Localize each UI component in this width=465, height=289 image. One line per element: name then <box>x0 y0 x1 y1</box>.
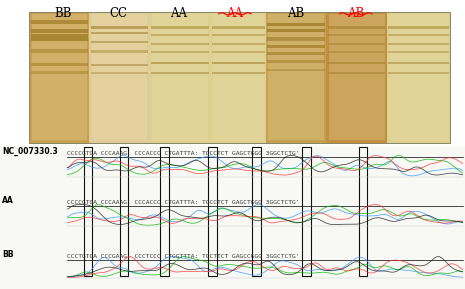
Bar <box>302 147 311 276</box>
Bar <box>212 62 265 64</box>
Bar <box>160 147 169 276</box>
Bar <box>31 49 88 53</box>
Bar <box>267 37 325 41</box>
Bar <box>31 21 88 24</box>
Bar <box>329 14 385 140</box>
Bar <box>212 34 265 36</box>
Bar <box>328 26 385 29</box>
Bar <box>151 42 209 45</box>
Text: BB: BB <box>54 7 72 20</box>
Bar <box>208 147 217 276</box>
Bar <box>84 147 92 276</box>
Bar <box>151 34 209 36</box>
Bar <box>388 71 449 74</box>
Bar <box>388 62 449 64</box>
Bar <box>91 72 148 74</box>
Bar <box>31 34 88 42</box>
Bar <box>389 14 448 140</box>
Text: CCCCGTGA CCCAAAG. CCCACCC CTGATTTA: TGCCTCT GAGCTGGG 3GGCTCTG': CCCCGTGA CCCAAAG. CCCACCC CTGATTTA: TGCC… <box>67 200 300 205</box>
Bar <box>212 42 265 45</box>
Bar <box>328 42 385 45</box>
Bar <box>267 45 325 48</box>
Bar <box>252 147 261 276</box>
Bar <box>388 42 449 45</box>
Bar <box>268 14 324 140</box>
Bar <box>151 62 209 64</box>
Bar <box>29 12 450 143</box>
Bar <box>328 62 385 64</box>
Bar <box>91 26 148 29</box>
Bar <box>32 14 87 140</box>
Bar <box>267 69 325 71</box>
Bar <box>0 146 465 289</box>
Bar <box>31 63 88 66</box>
Bar <box>210 12 266 143</box>
Bar <box>152 14 208 140</box>
Bar <box>29 12 450 143</box>
Text: CC: CC <box>110 7 127 20</box>
Bar <box>150 12 210 143</box>
Bar <box>212 26 265 29</box>
Text: AA: AA <box>171 7 187 20</box>
Text: NC_007330.3: NC_007330.3 <box>2 147 58 156</box>
Bar <box>89 12 150 143</box>
Bar <box>212 71 265 74</box>
Bar <box>31 29 88 33</box>
Bar <box>120 147 128 276</box>
Bar <box>92 14 147 140</box>
Bar <box>29 12 89 143</box>
Text: AA: AA <box>226 7 243 20</box>
Bar <box>267 52 325 55</box>
Bar <box>328 51 385 53</box>
Bar <box>388 26 449 29</box>
Bar <box>151 51 209 53</box>
Bar <box>328 34 385 36</box>
Bar <box>91 64 148 66</box>
Bar <box>91 41 148 43</box>
Bar <box>91 32 148 34</box>
Text: CCCTGTGA CCCGAAG. CCCTCCC CTGGTTTA: TGCTTCT GAGCCGGG 3GGCTCTG': CCCTGTGA CCCGAAG. CCCTCCC CTGGTTTA: TGCT… <box>67 254 300 259</box>
Text: CCCCGTGA CCCAAAG. CCCACCC CTGATTTA: TGCCTCT GAGCTGGG 3GGCTCTG': CCCCGTGA CCCAAAG. CCCACCC CTGATTTA: TGCC… <box>67 151 300 156</box>
Bar <box>387 12 450 143</box>
Bar <box>267 23 325 26</box>
Text: AA: AA <box>2 196 14 205</box>
Bar <box>91 51 148 53</box>
Bar <box>359 147 367 276</box>
Bar <box>151 71 209 74</box>
Bar <box>212 51 265 53</box>
Text: BB: BB <box>2 250 14 259</box>
Bar <box>151 26 209 29</box>
Bar <box>388 51 449 53</box>
Text: AB: AB <box>286 7 304 20</box>
Bar <box>267 29 325 32</box>
Bar <box>267 60 325 63</box>
Bar <box>326 12 387 143</box>
Bar <box>213 14 264 140</box>
Bar <box>266 12 326 143</box>
Text: AB: AB <box>347 7 365 20</box>
Bar <box>31 71 88 74</box>
Bar <box>328 71 385 74</box>
Bar <box>388 34 449 36</box>
